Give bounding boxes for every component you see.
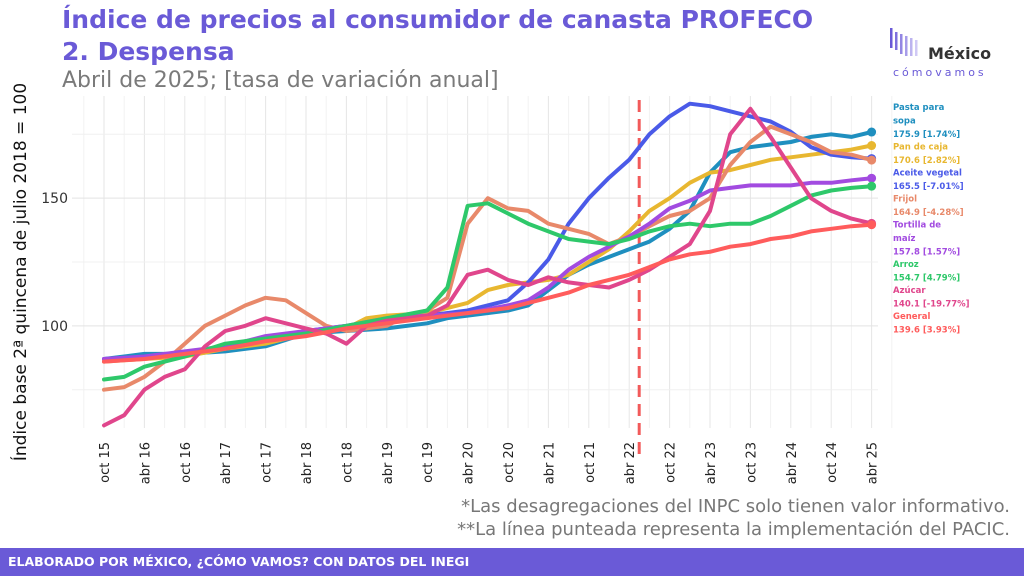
- x-tick-label: abr 21: [542, 442, 557, 484]
- x-tick-label: oct 17: [260, 442, 275, 483]
- series-end-point-1: [867, 141, 877, 151]
- series-end-point-3: [867, 155, 877, 165]
- y-tick-label: 100: [41, 319, 68, 335]
- series-line-6: [102, 106, 874, 428]
- chart-subtitle: Abril de 2025; [tasa de variación anual]: [62, 68, 499, 93]
- x-axis-ticks: oct 15 abr 16 oct 16 abr 17 oct 17 abr 18 oct …: [98, 442, 881, 484]
- series-name-label: Pasta para: [893, 103, 945, 113]
- x-tick-label: oct 18: [340, 442, 355, 483]
- series-value-label: 164.9 [-4.28%]: [893, 208, 964, 218]
- series-end-point-4: [867, 173, 877, 183]
- note-pacic: **La línea punteada representa la implem…: [457, 519, 1010, 540]
- x-tick-label: oct 19: [421, 442, 436, 483]
- y-axis-label: Índice base 2ª quincena de julio 2018 = …: [9, 83, 31, 461]
- footer-credit: ELABORADO POR MÉXICO, ¿CÓMO VAMOS? CON D…: [8, 554, 470, 569]
- series-line-3: [102, 124, 874, 392]
- series-name-label: Tortilla de: [893, 221, 941, 231]
- note-inpc: *Las desagregaciones del INPC solo tiene…: [461, 496, 1010, 517]
- series-name-label: Frijol: [893, 195, 917, 205]
- series-line-7: [102, 222, 874, 364]
- x-tick-label: abr 24: [785, 442, 800, 484]
- x-tick-label: oct 15: [98, 442, 113, 483]
- series-value-label: 154.7 [4.79%]: [893, 274, 960, 284]
- series-line-5: [102, 184, 874, 382]
- x-tick-label: abr 23: [704, 442, 719, 484]
- mexico-como-vamos-logo: [888, 26, 1008, 82]
- x-tick-label: abr 18: [300, 442, 315, 484]
- title-line-2: 2. Despensa: [62, 37, 235, 66]
- footer-bar: ELABORADO POR MÉXICO, ¿CÓMO VAMOS? CON D…: [0, 548, 1024, 576]
- y-axis-ticks: 100 150: [41, 191, 68, 335]
- series-value-label: 165.5 [-7.01%]: [893, 182, 964, 192]
- series-name-label: Azúcar: [893, 286, 926, 296]
- series-value-label: 139.6 [3.93%]: [893, 326, 960, 336]
- series-end-point-5: [867, 181, 877, 191]
- x-tick-label: oct 24: [825, 442, 840, 483]
- x-tick-label: abr 17: [219, 442, 234, 484]
- x-tick-label: oct 20: [502, 442, 517, 483]
- x-tick-label: abr 22: [623, 442, 638, 484]
- series-end-point-7: [867, 220, 877, 230]
- x-tick-label: oct 22: [664, 442, 679, 483]
- x-tick-label: oct 23: [744, 442, 759, 483]
- series-name-label: sopa: [893, 117, 916, 127]
- x-tick-label: abr 25: [866, 442, 881, 484]
- series-value-label: 157.8 [1.57%]: [893, 248, 960, 258]
- series-line-4: [102, 176, 874, 361]
- chart-title: Índice de precios al consumidor de canas…: [62, 4, 813, 68]
- series-value-label: 175.9 [1.74%]: [893, 130, 960, 140]
- logo-text-comovamos: cómovamos: [893, 66, 987, 79]
- series-name-label: Aceite vegetal: [893, 169, 962, 179]
- x-tick-label: abr 19: [381, 442, 396, 484]
- series-name-label: Pan de caja: [893, 143, 948, 153]
- series-value-label: 140.1 [-19.77%]: [893, 300, 970, 310]
- series-end-point-0: [867, 127, 877, 137]
- series-lines: [102, 101, 877, 428]
- series-name-label: General: [893, 312, 930, 322]
- series-value-label: 170.6 [2.82%]: [893, 156, 960, 166]
- x-tick-label: abr 20: [462, 442, 477, 484]
- series-name-label: maíz: [893, 234, 916, 244]
- x-tick-label: oct 21: [583, 442, 598, 483]
- y-tick-label: 150: [41, 191, 68, 207]
- series-name-label: Arroz: [893, 260, 919, 270]
- series-labels: Pasta para sopa 175.9 [1.74%] Pan de caja 17…: [893, 103, 970, 336]
- title-line-1: Índice de precios al consumidor de canas…: [62, 5, 814, 34]
- x-tick-label: abr 16: [138, 442, 153, 484]
- logo-text-mexico: México: [928, 44, 992, 63]
- bars-logo-icon: [890, 28, 918, 56]
- x-tick-label: oct 16: [179, 442, 194, 483]
